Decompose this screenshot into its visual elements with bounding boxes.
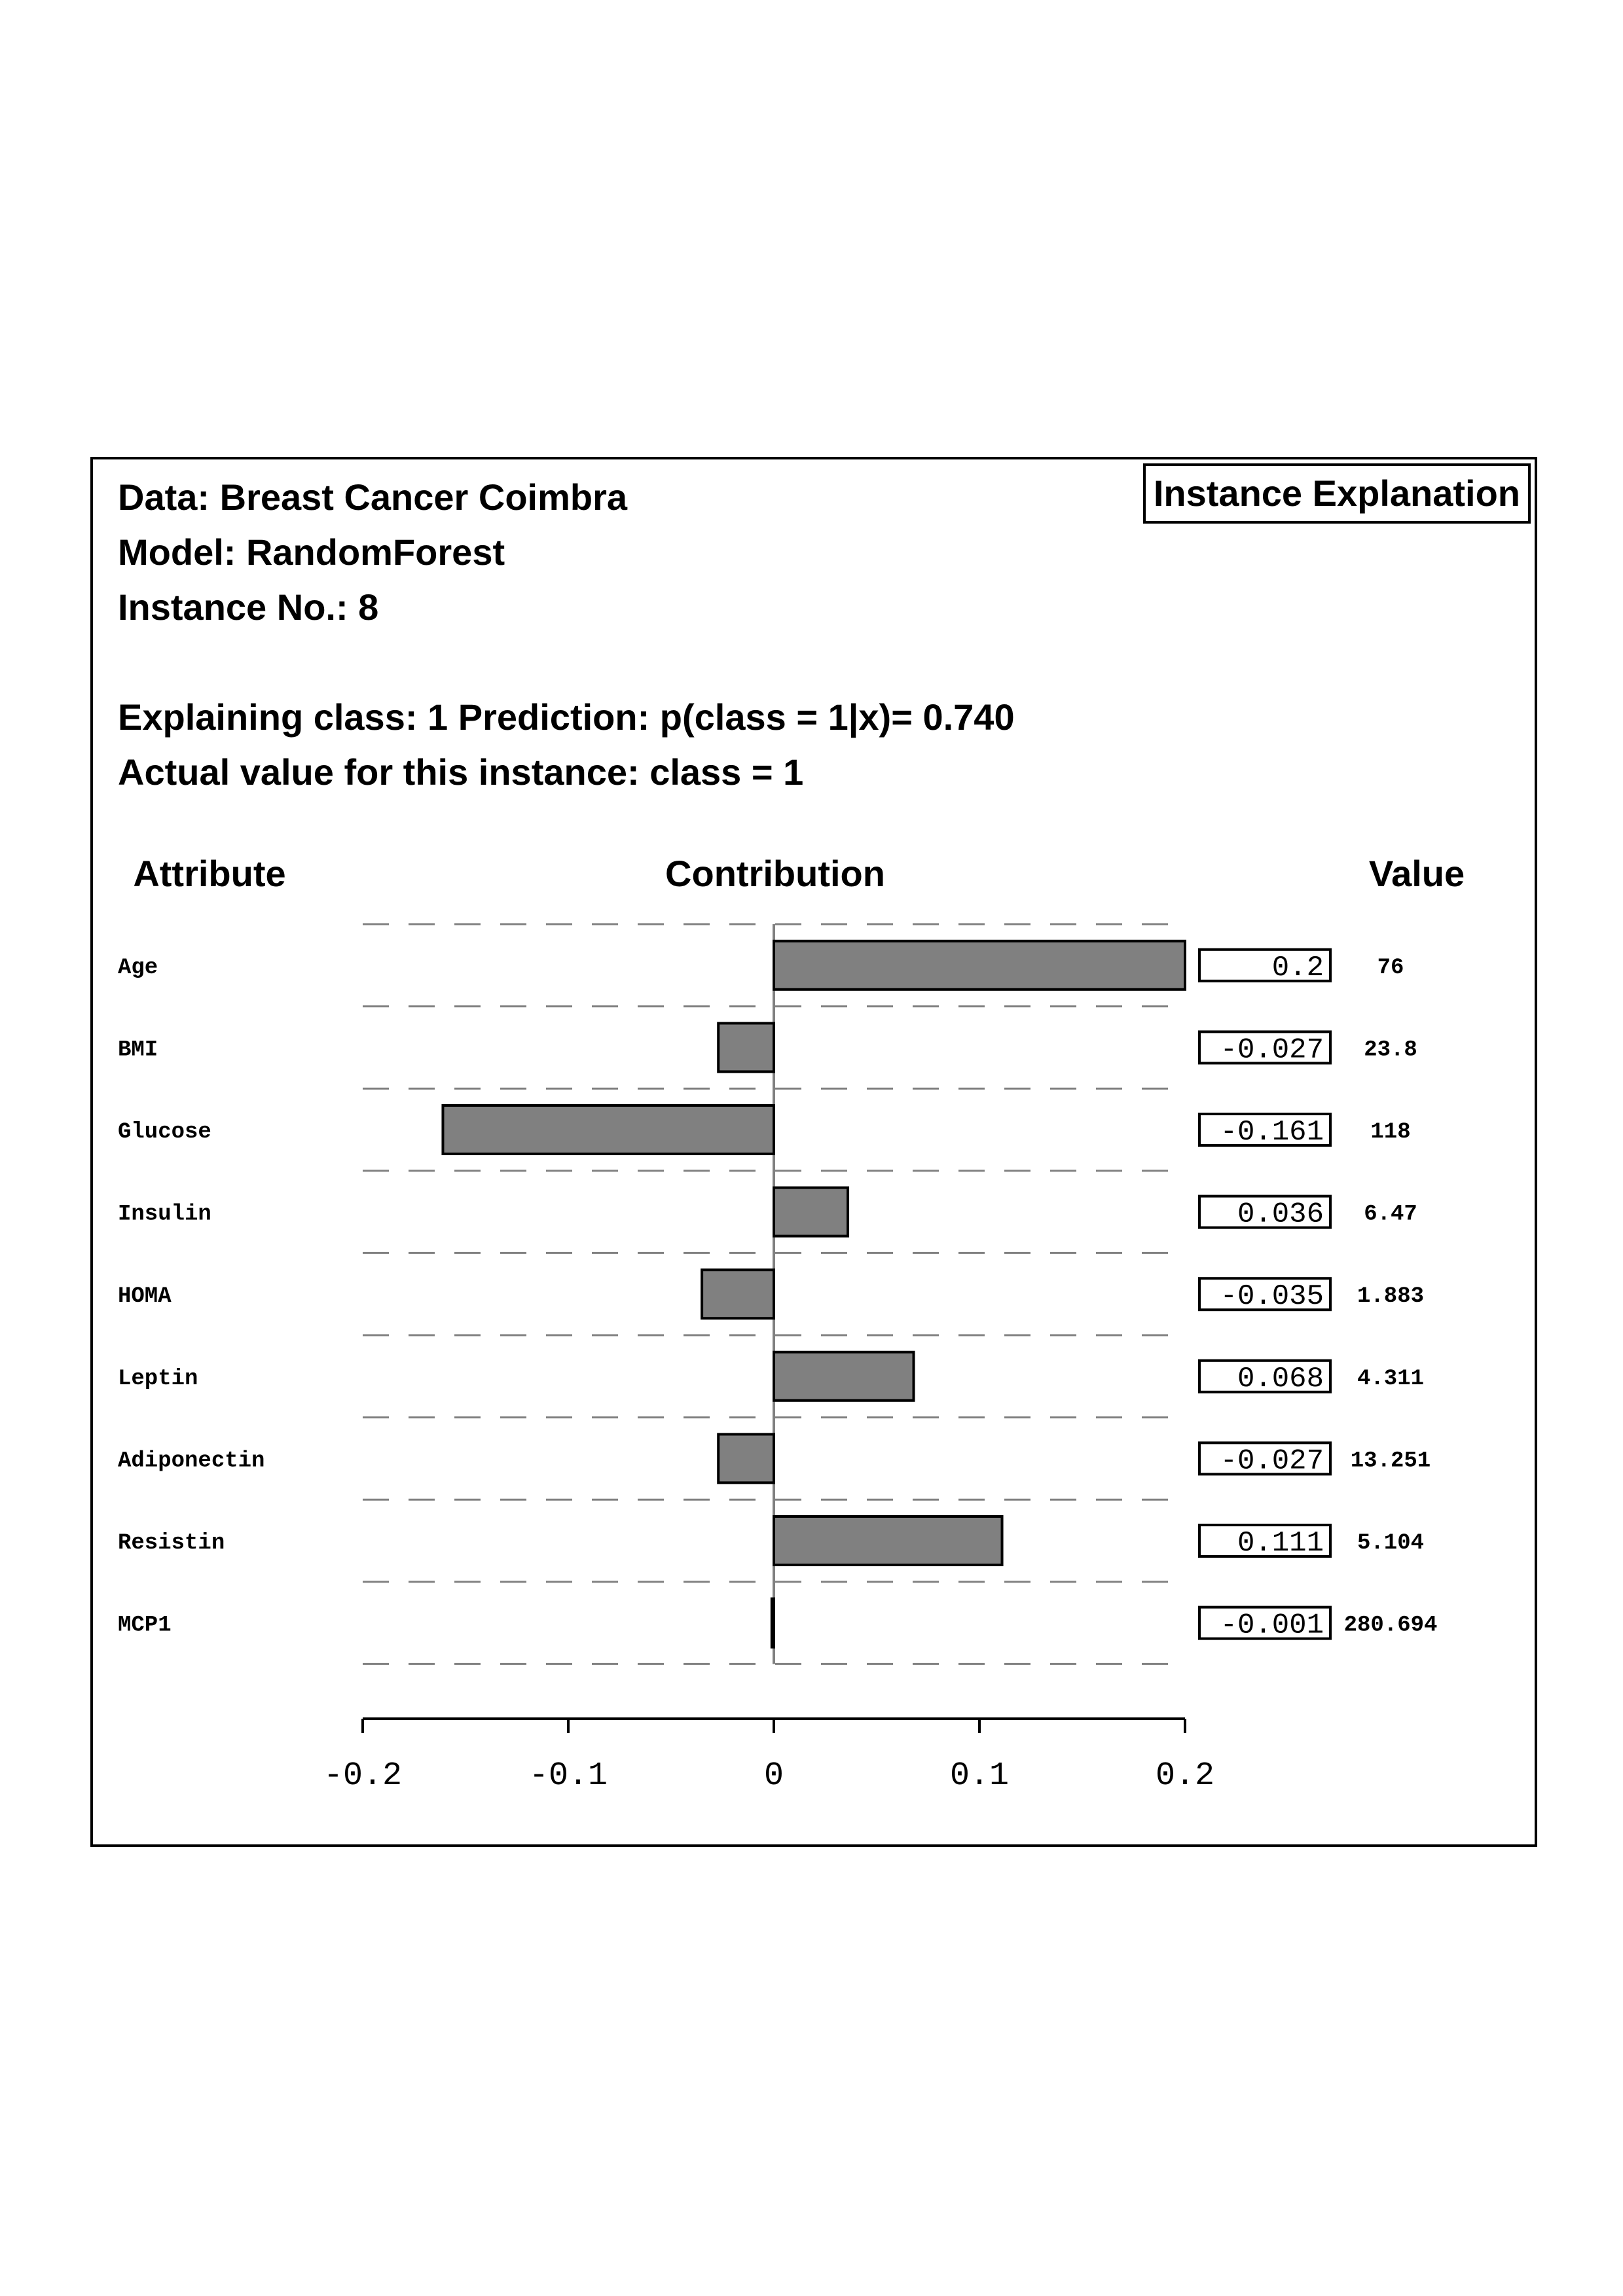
- contribution-value-box: [1198, 1441, 1332, 1476]
- contribution-value-box: [1198, 948, 1332, 982]
- contribution-bar: [773, 1350, 915, 1402]
- contribution-bar: [773, 1186, 850, 1238]
- attribute-label: Adiponectin: [118, 1448, 264, 1473]
- attribute-value: 13.251: [1351, 1448, 1431, 1473]
- x-tick-label: 0: [764, 1757, 784, 1795]
- x-tick-label: -0.1: [529, 1757, 608, 1795]
- contribution-value-label: -0.027: [1220, 1444, 1324, 1477]
- attribute-value: 23.8: [1364, 1037, 1417, 1062]
- contribution-value-box: [1198, 1524, 1332, 1558]
- attribute-label: MCP1: [118, 1613, 172, 1638]
- contribution-value-box: [1198, 1359, 1332, 1393]
- attribute-value: 1.883: [1357, 1284, 1424, 1309]
- contribution-value-box: [1198, 1194, 1332, 1229]
- x-tick-label: 0.1: [950, 1757, 1009, 1795]
- dataset-title: Data: Breast Cancer Coimbra: [118, 476, 628, 518]
- attribute-label: Age: [118, 956, 158, 980]
- attribute-value: 6.47: [1364, 1202, 1417, 1227]
- contribution-bar: [773, 939, 1186, 991]
- attribute-value: 280.694: [1344, 1613, 1438, 1638]
- contribution-value-label: -0.035: [1220, 1280, 1324, 1313]
- contribution-value-box: [1198, 1605, 1332, 1640]
- attribute-label: Resistin: [118, 1531, 225, 1556]
- contribution-value-label: -0.027: [1220, 1033, 1324, 1066]
- contribution-bar: [717, 1022, 775, 1073]
- instance-explanation-badge: Instance Explanation: [1142, 463, 1531, 524]
- instance-number: Instance No.: 8: [118, 586, 379, 628]
- attribute-label: Leptin: [118, 1367, 198, 1391]
- contribution-value-box: [1198, 1030, 1332, 1065]
- contribution-bar: [770, 1597, 775, 1649]
- attribute-label: BMI: [118, 1037, 158, 1062]
- contribution-bar: [717, 1433, 775, 1484]
- value-column-header: Value: [1369, 853, 1465, 894]
- contribution-value-label: -0.161: [1220, 1116, 1324, 1149]
- x-tick-label: -0.2: [323, 1757, 402, 1795]
- x-tick-label: 0.2: [1156, 1757, 1214, 1795]
- contribution-value-label: -0.001: [1220, 1609, 1324, 1642]
- prediction-line: Explaining class: 1 Prediction: p(class …: [118, 696, 1015, 738]
- attribute-label: Insulin: [118, 1202, 211, 1227]
- contribution-value-box: [1198, 1277, 1332, 1312]
- attribute-value: 118: [1370, 1120, 1410, 1145]
- contribution-value-label: 0.2: [1272, 952, 1324, 984]
- contribution-bar: [773, 1515, 1004, 1566]
- attribute-value: 76: [1377, 956, 1404, 980]
- contribution-value-label: 0.111: [1237, 1527, 1324, 1560]
- contribution-chart: Attribute Contribution Value Age 0.2 76 BMI…: [118, 853, 1465, 1795]
- contribution-value-label: 0.068: [1237, 1363, 1324, 1395]
- attribute-value: 5.104: [1357, 1531, 1424, 1556]
- actual-value-line: Actual value for this instance: class = …: [118, 751, 804, 793]
- attribute-column-header: Attribute: [133, 853, 285, 894]
- contribution-bar: [441, 1104, 776, 1155]
- explanation-panel: Data: Breast Cancer Coimbra Model: Rando…: [90, 457, 1537, 1847]
- contribution-column-header: Contribution: [665, 853, 885, 894]
- contribution-value-box: [1198, 1113, 1332, 1147]
- attribute-value: 4.311: [1357, 1367, 1424, 1391]
- model-title: Model: RandomForest: [118, 531, 505, 573]
- contribution-value-label: 0.036: [1237, 1198, 1324, 1231]
- contribution-bar: [701, 1268, 775, 1320]
- attribute-label: HOMA: [118, 1284, 172, 1309]
- attribute-label: Glucose: [118, 1120, 211, 1145]
